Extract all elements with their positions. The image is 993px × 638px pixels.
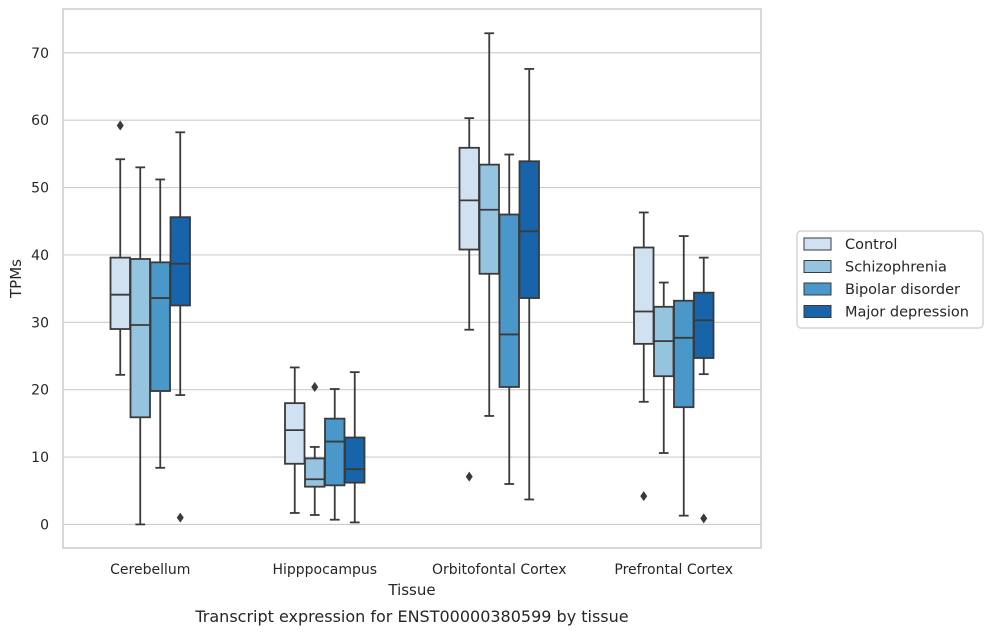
series-major-depression <box>169 68 715 524</box>
series-control <box>109 117 655 514</box>
legend-swatch <box>803 282 832 296</box>
box-mark <box>129 166 151 526</box>
x-tick-label: Cerebellum <box>110 562 190 578</box>
box-mark <box>518 68 540 501</box>
box-mark <box>458 117 480 482</box>
x-tick-label: Hipppocampus <box>272 562 377 578</box>
legend: Control Schizophrenia Bipolar disorder Majo… <box>796 230 984 329</box>
outlier-point <box>116 120 124 131</box>
legend-item: Schizophrenia <box>803 260 947 276</box>
y-tick-label: 30 <box>31 315 49 331</box>
iqr-box <box>169 216 191 307</box>
y-tick-label: 40 <box>31 248 49 264</box>
iqr-box <box>518 160 540 299</box>
iqr-box <box>304 457 326 488</box>
iqr-box <box>478 163 500 275</box>
box-mark <box>633 211 655 502</box>
box-mark <box>478 32 500 417</box>
legend-item: Major depression <box>803 305 969 321</box>
iqr-box <box>149 261 171 392</box>
outlier-point <box>465 471 473 482</box>
box-mark <box>149 178 171 469</box>
plot-frame <box>62 8 762 549</box>
legend-label: Schizophrenia <box>845 260 947 276</box>
legend-item: Bipolar disorder <box>803 282 960 298</box>
outlier-point <box>311 381 319 392</box>
box-mark <box>498 153 520 485</box>
legend-label: Major depression <box>845 305 969 321</box>
iqr-box <box>324 417 346 487</box>
iqr-box <box>109 256 131 330</box>
legend-swatch <box>803 260 832 273</box>
x-tick-label: Orbitofontal Cortex <box>432 562 567 578</box>
axis-ticks: 0 10 20 30 40 50 60 70 Cerebellum Hipppocampus Orb… <box>31 46 733 578</box>
x-axis-label: Tissue <box>387 581 435 599</box>
iqr-box <box>633 246 655 345</box>
iqr-box <box>673 299 695 409</box>
legend-box <box>796 230 984 329</box>
box-mark <box>324 388 346 521</box>
box-mark <box>673 235 695 517</box>
iqr-box <box>458 146 480 251</box>
chart-caption: Transcript expression for ENST0000038059… <box>194 607 628 626</box>
outlier-point <box>700 513 708 524</box>
y-axis-label: TPMs <box>7 259 25 299</box>
legend-swatch <box>803 237 832 251</box>
box-mark <box>304 381 326 516</box>
legend-item: Control <box>803 237 897 253</box>
box-mark <box>344 371 366 524</box>
box-mark <box>284 366 306 514</box>
y-tick-label: 60 <box>31 113 49 129</box>
series-schizophrenia <box>129 32 675 526</box>
iqr-box <box>284 402 306 465</box>
legend-swatch <box>803 305 832 318</box>
outlier-point <box>176 512 184 523</box>
y-tick-label: 70 <box>31 46 49 62</box>
iqr-box <box>693 291 715 359</box>
iqr-box <box>498 213 520 388</box>
box-mark <box>169 131 191 523</box>
box-mark <box>109 120 131 376</box>
y-tick-label: 10 <box>31 450 49 466</box>
box-series <box>109 32 715 526</box>
legend-label: Control <box>845 237 897 253</box>
x-tick-label: Prefrontal Cortex <box>614 562 733 578</box>
box-mark <box>693 256 715 524</box>
legend-label: Bipolar disorder <box>845 282 960 298</box>
box-mark <box>653 281 675 454</box>
outlier-point <box>640 491 648 502</box>
y-tick-label: 0 <box>40 517 49 533</box>
y-tick-label: 50 <box>31 181 49 197</box>
iqr-box <box>129 258 151 419</box>
iqr-box <box>344 436 366 484</box>
y-tick-label: 20 <box>31 383 49 399</box>
series-bipolar-disorder <box>149 153 695 521</box>
